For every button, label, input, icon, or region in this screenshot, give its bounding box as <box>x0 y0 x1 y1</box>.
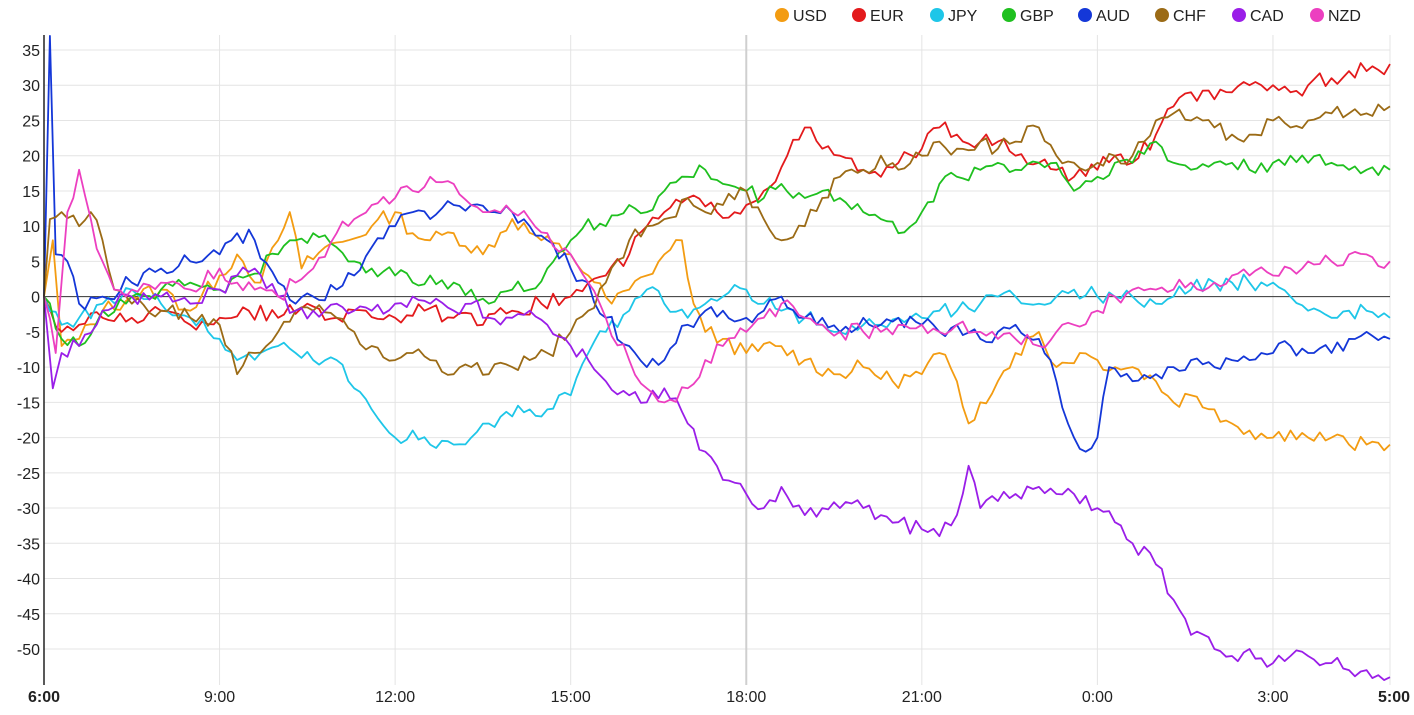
y-tick-label: 30 <box>22 78 40 95</box>
legend-item-usd[interactable]: USD <box>775 8 827 25</box>
axes: 35 30 25 20 15 10 5 0 -5 -10 -15 -20 -25 -30 -35 -40 -45… <box>17 35 1410 706</box>
legend-item-gbp[interactable]: GBP <box>1002 8 1054 25</box>
legend-item-aud[interactable]: AUD <box>1078 8 1130 25</box>
y-tick-label: -45 <box>17 607 40 624</box>
legend: USD EUR JPY GBP AUD CHF CAD NZD <box>775 8 1361 25</box>
legend-swatch <box>852 8 866 22</box>
series-line-chf <box>43 103 1391 376</box>
x-tick-label: 21:00 <box>902 689 942 706</box>
y-tick-label: -25 <box>17 466 40 483</box>
legend-swatch <box>1078 8 1092 22</box>
legend-label: AUD <box>1096 8 1130 25</box>
y-tick-label: -5 <box>26 325 40 342</box>
x-tick-label: 9:00 <box>204 689 235 706</box>
x-tick-label: 3:00 <box>1257 689 1288 706</box>
y-tick-label: 10 <box>22 219 40 236</box>
x-tick-label: 12:00 <box>375 689 415 706</box>
series-line-nzd <box>43 168 1391 404</box>
y-tick-label: 0 <box>31 290 40 307</box>
y-tick-label: 5 <box>31 254 40 271</box>
legend-swatch <box>930 8 944 22</box>
legend-swatch <box>1232 8 1246 22</box>
series-line-aud <box>43 35 1391 453</box>
x-tick-label: 0:00 <box>1082 689 1113 706</box>
y-tick-label: -15 <box>17 395 40 412</box>
legend-label: CHF <box>1173 8 1206 25</box>
legend-label: CAD <box>1250 8 1284 25</box>
legend-swatch <box>775 8 789 22</box>
legend-item-eur[interactable]: EUR <box>852 8 904 25</box>
legend-swatch <box>1002 8 1016 22</box>
x-tick-label: 15:00 <box>551 689 591 706</box>
legend-item-jpy[interactable]: JPY <box>930 8 978 25</box>
x-tick-label: 6:00 <box>28 689 60 706</box>
legend-item-chf[interactable]: CHF <box>1155 8 1206 25</box>
series-lines <box>43 35 1391 681</box>
legend-swatch <box>1310 8 1324 22</box>
series-line-jpy <box>43 273 1391 449</box>
series-line-gbp <box>43 140 1391 347</box>
y-tick-label: 15 <box>22 184 40 201</box>
y-tick-label: -40 <box>17 572 40 589</box>
y-tick-label: -20 <box>17 431 40 448</box>
series-line-eur <box>43 62 1391 333</box>
series-line-cad <box>43 266 1391 681</box>
y-tick-label: -30 <box>17 501 40 518</box>
x-tick-label: 5:00 <box>1378 689 1410 706</box>
legend-swatch <box>1155 8 1169 22</box>
y-tick-label: 25 <box>22 113 40 130</box>
legend-label: NZD <box>1328 8 1361 25</box>
x-tick-label: 18:00 <box>726 689 766 706</box>
legend-label: EUR <box>870 8 904 25</box>
y-tick-label: -50 <box>17 642 40 659</box>
y-tick-label: -10 <box>17 360 40 377</box>
legend-label: JPY <box>948 8 978 25</box>
y-tick-label: 20 <box>22 149 40 166</box>
legend-label: USD <box>793 8 827 25</box>
legend-label: GBP <box>1020 8 1054 25</box>
legend-item-cad[interactable]: CAD <box>1232 8 1284 25</box>
y-tick-label: -35 <box>17 536 40 553</box>
series-line-usd <box>43 210 1391 452</box>
legend-item-nzd[interactable]: NZD <box>1310 8 1361 25</box>
y-tick-label: 35 <box>22 43 40 60</box>
grid <box>44 35 1391 685</box>
